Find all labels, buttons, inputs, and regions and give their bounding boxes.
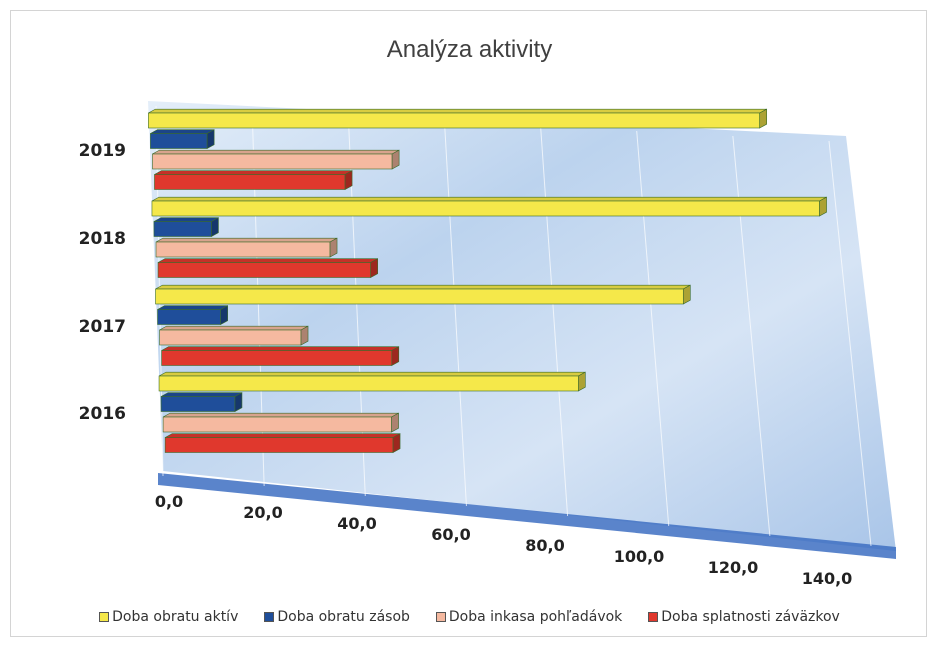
legend-label: Doba splatnosti záväzkov — [661, 609, 840, 625]
bar-end — [300, 325, 309, 346]
x-tick-label: 60,0 — [431, 525, 470, 544]
bar-top — [159, 325, 309, 331]
legend-swatch — [264, 612, 275, 622]
bar — [148, 112, 761, 129]
bar-end — [391, 412, 399, 433]
bar-end — [578, 371, 586, 392]
bar-end — [211, 217, 219, 238]
x-tick-label: 20,0 — [243, 503, 282, 522]
legend-item: Doba inkasa pohľadávok — [435, 609, 623, 625]
bar-top — [164, 433, 401, 438]
x-tick-label: 80,0 — [525, 536, 564, 555]
legend-label: Doba inkasa pohľadávok — [448, 609, 623, 625]
bar — [160, 396, 236, 412]
bar — [153, 221, 212, 237]
bar-end — [344, 170, 353, 191]
bar — [151, 200, 820, 217]
bar — [158, 375, 579, 392]
bar-top — [155, 237, 338, 243]
bar-end — [682, 284, 691, 305]
bar-top — [148, 108, 767, 114]
bar-end — [391, 149, 400, 170]
legend-item: Doba obratu zásob — [264, 609, 410, 625]
bar — [154, 174, 346, 190]
legend: Doba obratu aktív Doba obratu zásob Doba i… — [11, 609, 928, 625]
gridline — [636, 130, 670, 527]
bar-end — [206, 129, 215, 150]
legend-item: Doba obratu aktív — [99, 609, 238, 625]
bar-top — [160, 392, 243, 397]
bar-end — [392, 433, 401, 454]
bar — [159, 329, 302, 346]
chart-title: Analýza aktivity — [386, 36, 553, 63]
y-tick-label: 2017 — [79, 317, 126, 337]
legend-swatch — [99, 612, 110, 622]
bar-end — [819, 196, 827, 217]
chart-plot: 2016 2017 2018 2019 0,0 20,0 40,0 60,0 80,0 100,0… — [79, 101, 896, 588]
bar-end — [391, 346, 400, 367]
y-tick-label: 2016 — [79, 404, 126, 424]
bar — [161, 350, 393, 366]
y-tick-label: 2019 — [79, 141, 126, 161]
bar — [157, 262, 371, 278]
bar — [157, 309, 221, 325]
bar-top — [150, 129, 215, 134]
bar-top — [153, 217, 219, 222]
bar — [155, 288, 684, 305]
bar — [155, 241, 331, 258]
gridline — [540, 125, 569, 517]
bar-end — [370, 258, 378, 279]
gridline — [443, 120, 467, 507]
bar-end — [234, 392, 243, 413]
bar — [162, 416, 392, 433]
legend-swatch — [648, 612, 659, 622]
bar-top — [154, 170, 353, 175]
bar — [164, 437, 394, 453]
x-tick-label: 0,0 — [155, 492, 183, 511]
bar-top — [161, 346, 399, 351]
plot-floor — [158, 473, 896, 559]
gridline — [828, 140, 872, 547]
x-tick-label: 40,0 — [337, 514, 376, 533]
x-tick-label: 140,0 — [802, 569, 853, 588]
bar-top — [157, 258, 378, 263]
bar-end — [759, 108, 768, 129]
bar-top — [162, 412, 399, 418]
x-tick-label: 120,0 — [708, 558, 759, 577]
bar-end — [329, 237, 338, 258]
y-tick-label: 2018 — [79, 229, 126, 249]
bar-end — [220, 305, 228, 326]
bar-top — [155, 284, 691, 290]
legend-swatch — [435, 612, 446, 622]
x-tick-label: 100,0 — [614, 547, 665, 566]
bar — [150, 133, 208, 149]
chart-frame: 2016 2017 2018 2019 0,0 20,0 40,0 60,0 80,0 100,0… — [10, 10, 927, 637]
legend-item: Doba splatnosti záväzkov — [648, 609, 840, 625]
bar — [152, 153, 393, 170]
bar-top — [158, 371, 586, 377]
bar-top — [152, 149, 400, 155]
bar-top — [151, 196, 827, 202]
legend-label: Doba obratu aktív — [112, 609, 239, 625]
bar-top — [157, 305, 228, 310]
legend-label: Doba obratu zásob — [277, 609, 410, 625]
